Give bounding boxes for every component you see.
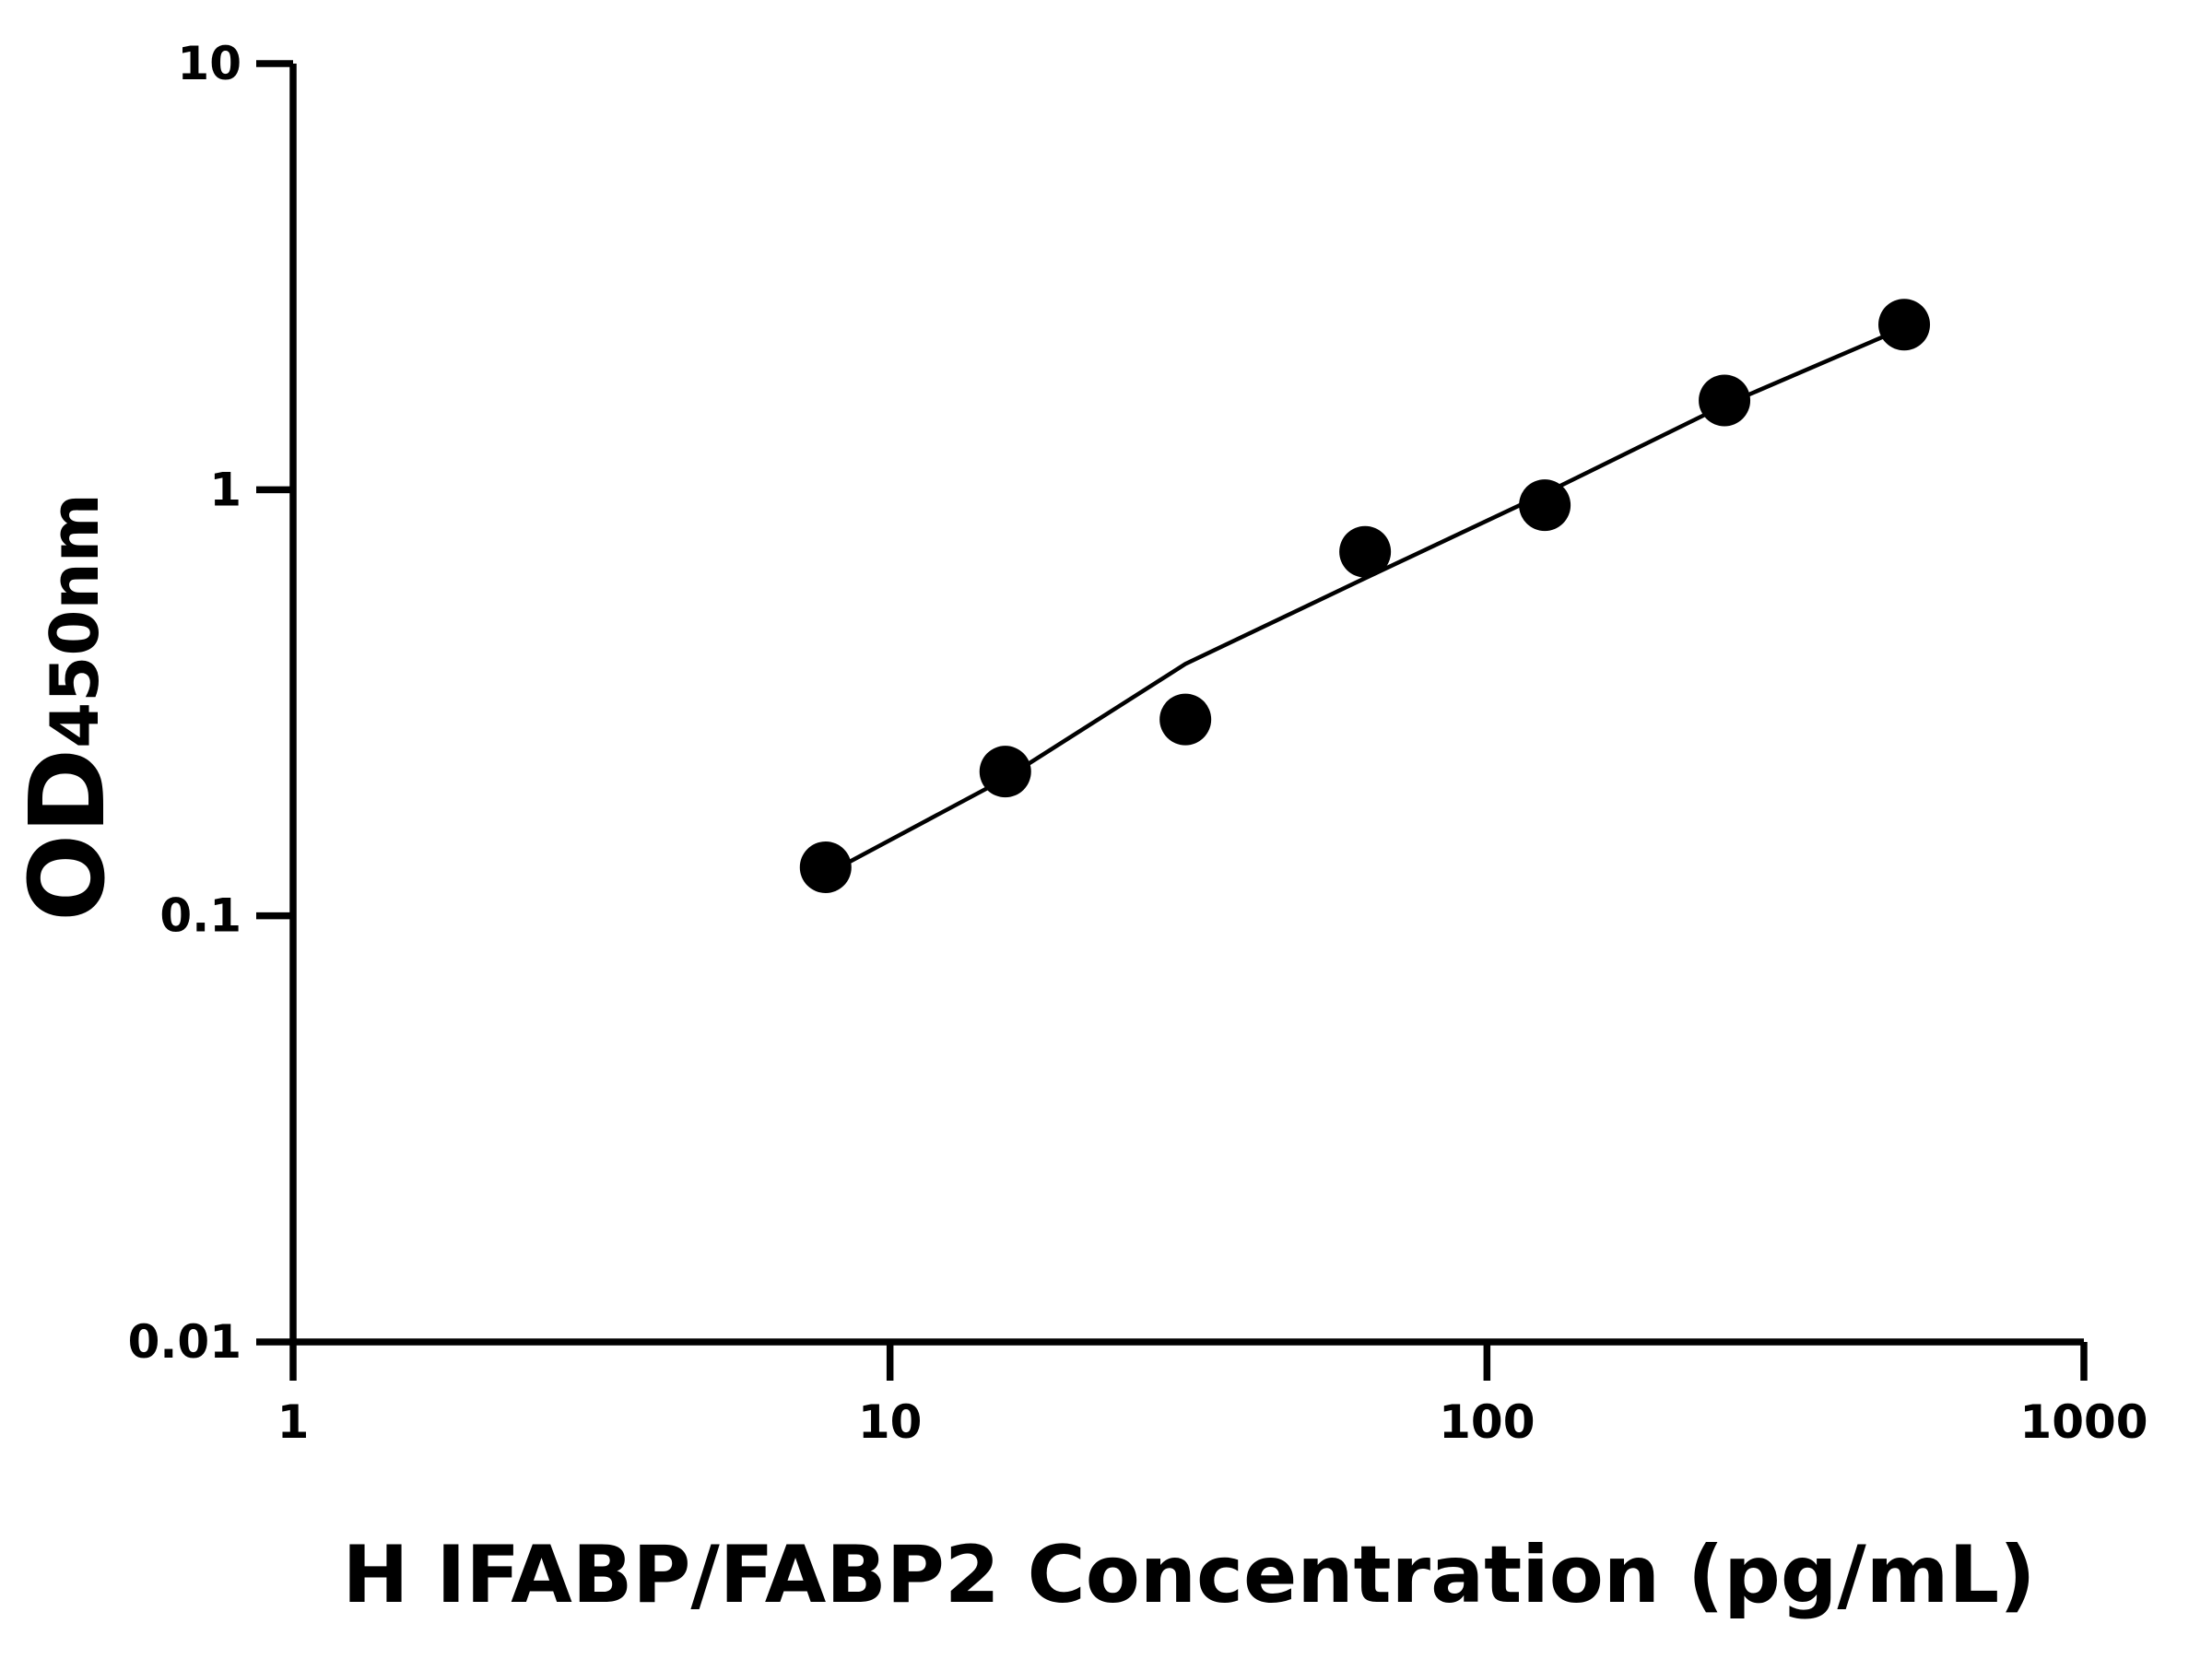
y-tick-label: 1: [209, 463, 241, 516]
data-point: [1878, 299, 1931, 351]
y-tick-label: 10: [177, 37, 241, 90]
y-tick-label: 0.01: [128, 1315, 241, 1369]
data-point: [1699, 374, 1751, 427]
y-tick-label: 0.1: [159, 889, 241, 943]
y-axis-label: OD450nm: [8, 493, 128, 922]
x-tick-label: 1000: [2019, 1395, 2147, 1449]
x-tick-label: 100: [1439, 1395, 1535, 1449]
x-axis-label: H IFABP/FABP2 Concentration (pg/mL): [342, 1529, 2035, 1621]
data-point: [1159, 693, 1212, 746]
y-label-sub: 450nm: [36, 493, 113, 748]
data-point: [1339, 525, 1392, 578]
x-tick-label: 10: [858, 1395, 923, 1449]
data-point: [799, 841, 852, 893]
y-label-main: OD: [8, 748, 128, 922]
data-point: [1519, 479, 1571, 532]
data-point: [979, 746, 1031, 798]
x-tick-label: 1: [277, 1395, 310, 1449]
